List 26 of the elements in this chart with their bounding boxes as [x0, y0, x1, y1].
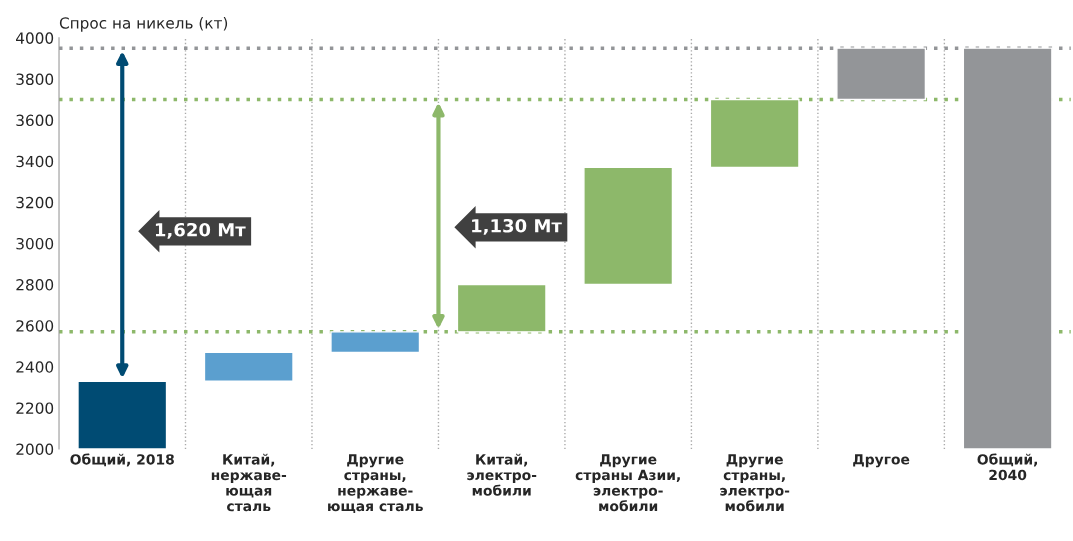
bar — [203, 351, 294, 382]
y-tick-label: 2200 — [16, 402, 54, 414]
y-tick-label: 3400 — [16, 155, 54, 168]
bar — [77, 380, 168, 450]
y-tick-label: 2600 — [16, 320, 54, 332]
x-tick-label: Другие страны Азии, электро- мобили — [575, 454, 680, 512]
y-tick-label: 2400 — [16, 361, 54, 373]
bar — [330, 331, 421, 354]
x-tick-label: Другие страны, нержаве- ющая сталь — [328, 454, 423, 514]
x-tick-label: Китай, электро- мобили — [467, 453, 537, 496]
y-axis-title: Спрос на никель (кт) — [59, 16, 228, 32]
y-tick-label: 2800 — [16, 279, 54, 291]
annotation: 1,130 Мт — [472, 218, 562, 235]
y-tick-label: 2000 — [16, 443, 54, 456]
x-tick-label: Китай, нержаве- ющая сталь — [211, 453, 287, 512]
x-tick-label: Общий, 2018 — [70, 453, 174, 467]
x-tick-label: Общий, 2040 — [977, 453, 1037, 481]
annotation: 1,620 Мт — [155, 222, 246, 239]
y-tick-label: 3000 — [16, 237, 54, 250]
y-tick-label: 4000 — [16, 32, 54, 44]
x-tick-label: Другие страны, электро- мобили — [720, 454, 790, 512]
y-tick-label: 3200 — [16, 196, 54, 209]
y-tick-label: 3800 — [16, 73, 54, 86]
y-tick-label: 3600 — [16, 114, 54, 127]
bar — [583, 166, 674, 286]
x-tick-label: Другое — [853, 454, 910, 468]
